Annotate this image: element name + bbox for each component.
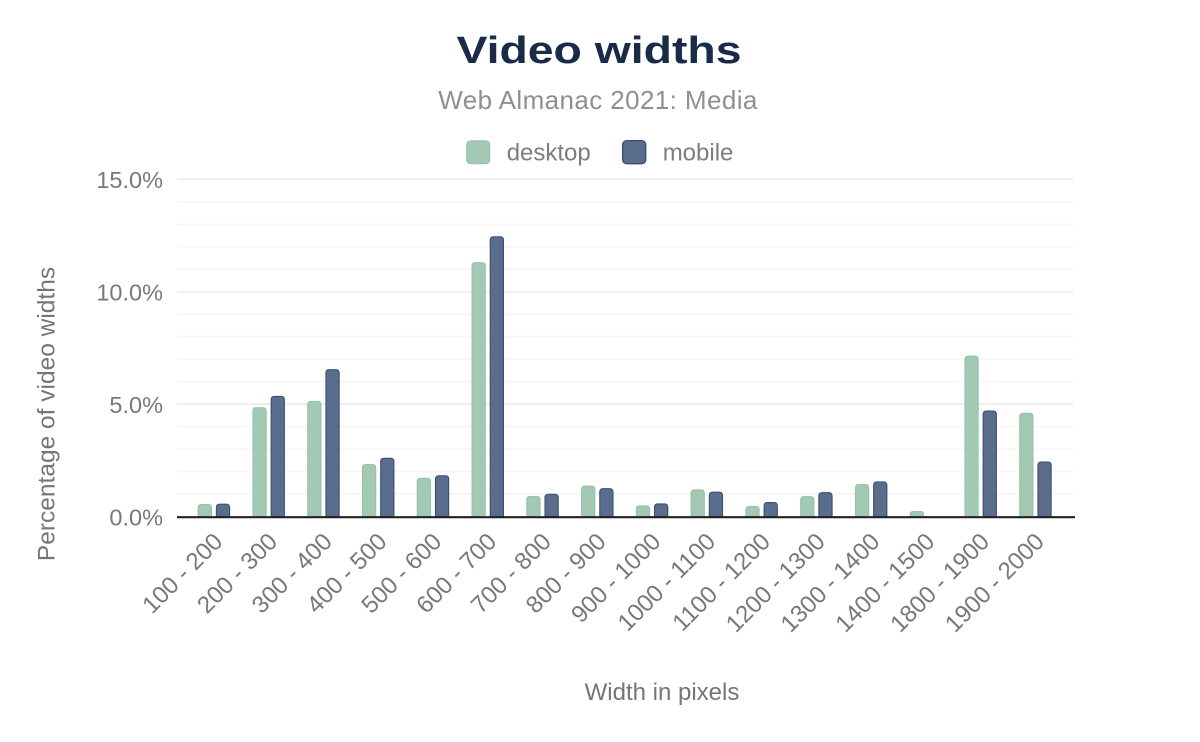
svg-text:10.0%: 10.0%	[96, 280, 163, 306]
svg-text:Web Almanac 2021: Media: Web Almanac 2021: Media	[438, 85, 758, 115]
svg-text:0.0%: 0.0%	[109, 504, 163, 530]
svg-text:Percentage of video widths: Percentage of video widths	[34, 267, 61, 561]
svg-text:5.0%: 5.0%	[109, 392, 163, 418]
svg-text:Width in pixels: Width in pixels	[585, 679, 740, 706]
svg-text:mobile: mobile	[663, 140, 734, 167]
svg-text:Video widths: Video widths	[457, 30, 742, 72]
svg-text:desktop: desktop	[507, 140, 591, 167]
svg-text:15.0%: 15.0%	[96, 167, 163, 193]
